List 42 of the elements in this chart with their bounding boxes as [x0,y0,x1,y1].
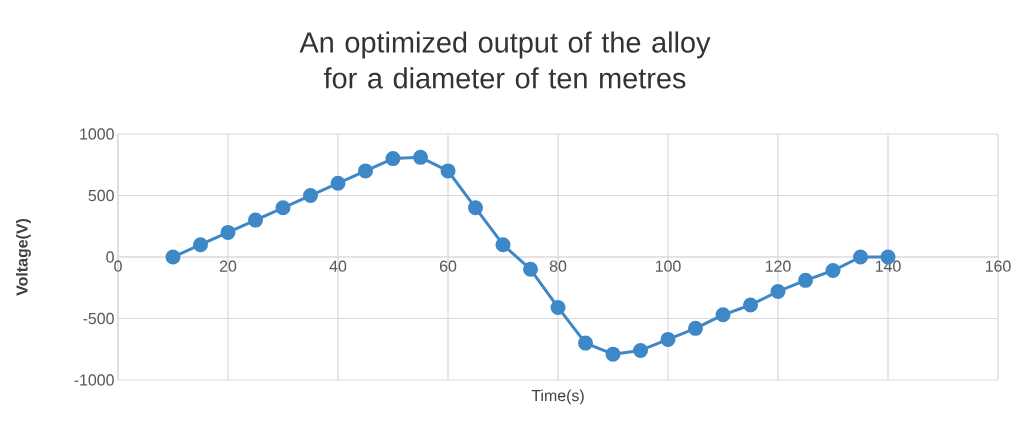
point [660,331,676,347]
y-axis-title: Voltage(V) [15,218,31,296]
point [495,237,511,253]
point [385,151,401,167]
point [688,320,704,336]
point [578,335,594,351]
point [220,224,236,240]
point [440,163,456,179]
point [550,299,566,315]
point [303,188,319,203]
x-axis-title: Time(s) [531,389,584,405]
x-tick-label: 40 [329,260,347,272]
x-tick-label: 100 [655,260,681,272]
chart-title: An optimized output of the alloy for a diameter of ten metres [299,31,711,89]
point [330,175,346,191]
point [853,249,869,265]
point [248,212,264,228]
point [770,283,786,299]
x-tick-label: 0 [114,260,122,272]
y-tick-label: 1000 [80,128,114,140]
y-tick-label: -500 [83,312,114,325]
point [165,249,181,265]
point [798,272,814,288]
point [633,342,649,358]
y-tick-label: 0 [106,251,114,263]
point [605,346,621,362]
x-tick-label: 80 [549,260,567,272]
point [413,149,429,165]
point [193,237,209,253]
x-tick-label: 60 [439,260,457,272]
point [715,307,731,323]
x-tick-label: 120 [765,260,791,272]
x-tick-label: 20 [219,260,237,272]
y-tick-label: -1000 [74,374,114,386]
point [468,200,484,216]
point [275,200,291,216]
x-tick-label: 160 [985,260,1011,272]
point [743,297,759,313]
y-tick-label: 500 [88,189,114,202]
point [358,163,374,179]
point [523,261,539,277]
point [825,263,841,279]
